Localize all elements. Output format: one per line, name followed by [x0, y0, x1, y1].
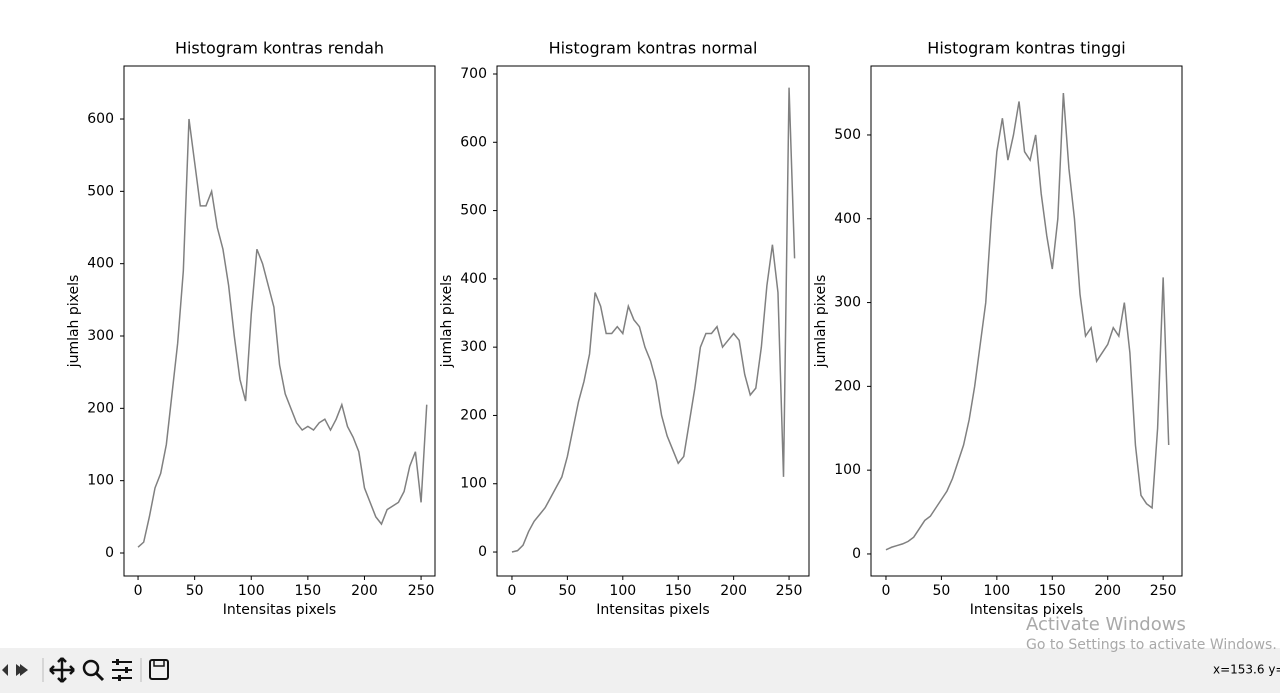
watermark: Activate Windows Go to Settings to activ… — [1026, 614, 1277, 653]
y-tick-label: 0 — [478, 544, 487, 560]
zoom-handle — [94, 671, 105, 682]
chart-title: Histogram kontras normal — [549, 39, 758, 58]
y-tick-label: 100 — [87, 473, 114, 489]
axes-frame — [123, 65, 436, 577]
x-tick-label: 150 — [294, 583, 321, 599]
save-label — [153, 659, 165, 667]
watermark-title: Activate Windows — [1026, 614, 1186, 635]
y-tick-label: 700 — [460, 66, 487, 82]
y-tick-label: 600 — [87, 111, 114, 127]
x-tick-label: 50 — [932, 583, 950, 599]
chart-title: Histogram kontras rendah — [175, 39, 384, 58]
y-tick-label: 400 — [834, 211, 861, 227]
y-tick-label: 500 — [87, 183, 114, 199]
x-tick-label: 200 — [1094, 583, 1121, 599]
watermark-subtitle: Go to Settings to activate Windows. — [1026, 637, 1277, 653]
line-series — [137, 118, 428, 548]
x-tick-label: 100 — [983, 583, 1010, 599]
x-axis-label: Intensitas pixels — [596, 602, 709, 618]
x-tick-label: 150 — [665, 583, 692, 599]
save-icon[interactable] — [149, 659, 169, 680]
axes-frame — [496, 65, 810, 577]
slider — [118, 675, 121, 681]
y-tick-label: 200 — [460, 407, 487, 423]
y-tick-label: 200 — [834, 378, 861, 394]
line-series — [885, 93, 1170, 551]
toolbar: x=153.6 y= — [0, 648, 1280, 693]
x-tick-label: 200 — [351, 583, 378, 599]
y-tick-label: 500 — [834, 127, 861, 143]
x-tick-label: 250 — [1150, 583, 1177, 599]
figure: Histogram kontras rendah Intensitas pixel… — [66, 39, 1183, 618]
toolbar-icons: x=153.6 y= — [2, 657, 1280, 683]
y-axis-label: jumlah pixels — [439, 275, 455, 369]
y-tick-label: 0 — [852, 546, 861, 562]
axes-frame — [870, 65, 1183, 577]
y-tick-label: 500 — [460, 203, 487, 219]
y-tick-label: 100 — [834, 462, 861, 478]
x-tick-label: 250 — [408, 583, 435, 599]
x-tick-label: 250 — [776, 583, 803, 599]
slider — [116, 659, 119, 665]
coordinates: x=153.6 y= — [1213, 663, 1280, 677]
x-axis-label: Intensitas pixels — [223, 602, 336, 618]
y-tick-label: 0 — [105, 545, 114, 561]
x-tick-label: 50 — [186, 583, 204, 599]
y-tick-label: 100 — [460, 476, 487, 492]
x-tick-label: 100 — [238, 583, 265, 599]
y-tick-label: 200 — [87, 400, 114, 416]
chart-title: Histogram kontras tinggi — [927, 39, 1125, 58]
y-tick-label: 300 — [460, 339, 487, 355]
y-tick-label: 300 — [834, 295, 861, 311]
y-tick-label: 600 — [460, 134, 487, 150]
y-axis-label: jumlah pixels — [66, 275, 82, 369]
pan-icon[interactable] — [49, 657, 75, 683]
y-tick-label: 300 — [87, 328, 114, 344]
config-icon[interactable] — [112, 661, 132, 679]
x-tick-label: 200 — [720, 583, 747, 599]
x-tick-label: 150 — [1039, 583, 1066, 599]
x-tick-label: 0 — [882, 583, 891, 599]
y-axis-label: jumlah pixels — [813, 275, 829, 369]
line-series — [511, 87, 796, 553]
x-axis-label: Intensitas pixels — [970, 602, 1083, 618]
y-tick-label: 400 — [87, 256, 114, 272]
y-tick-label: 400 — [460, 271, 487, 287]
x-tick-label: 50 — [558, 583, 576, 599]
slider — [125, 667, 128, 673]
x-tick-label: 100 — [609, 583, 636, 599]
x-tick-label: 0 — [508, 583, 517, 599]
x-tick-label: 0 — [134, 583, 143, 599]
nav-arrows[interactable] — [2, 664, 28, 676]
zoom-icon[interactable] — [82, 659, 100, 677]
